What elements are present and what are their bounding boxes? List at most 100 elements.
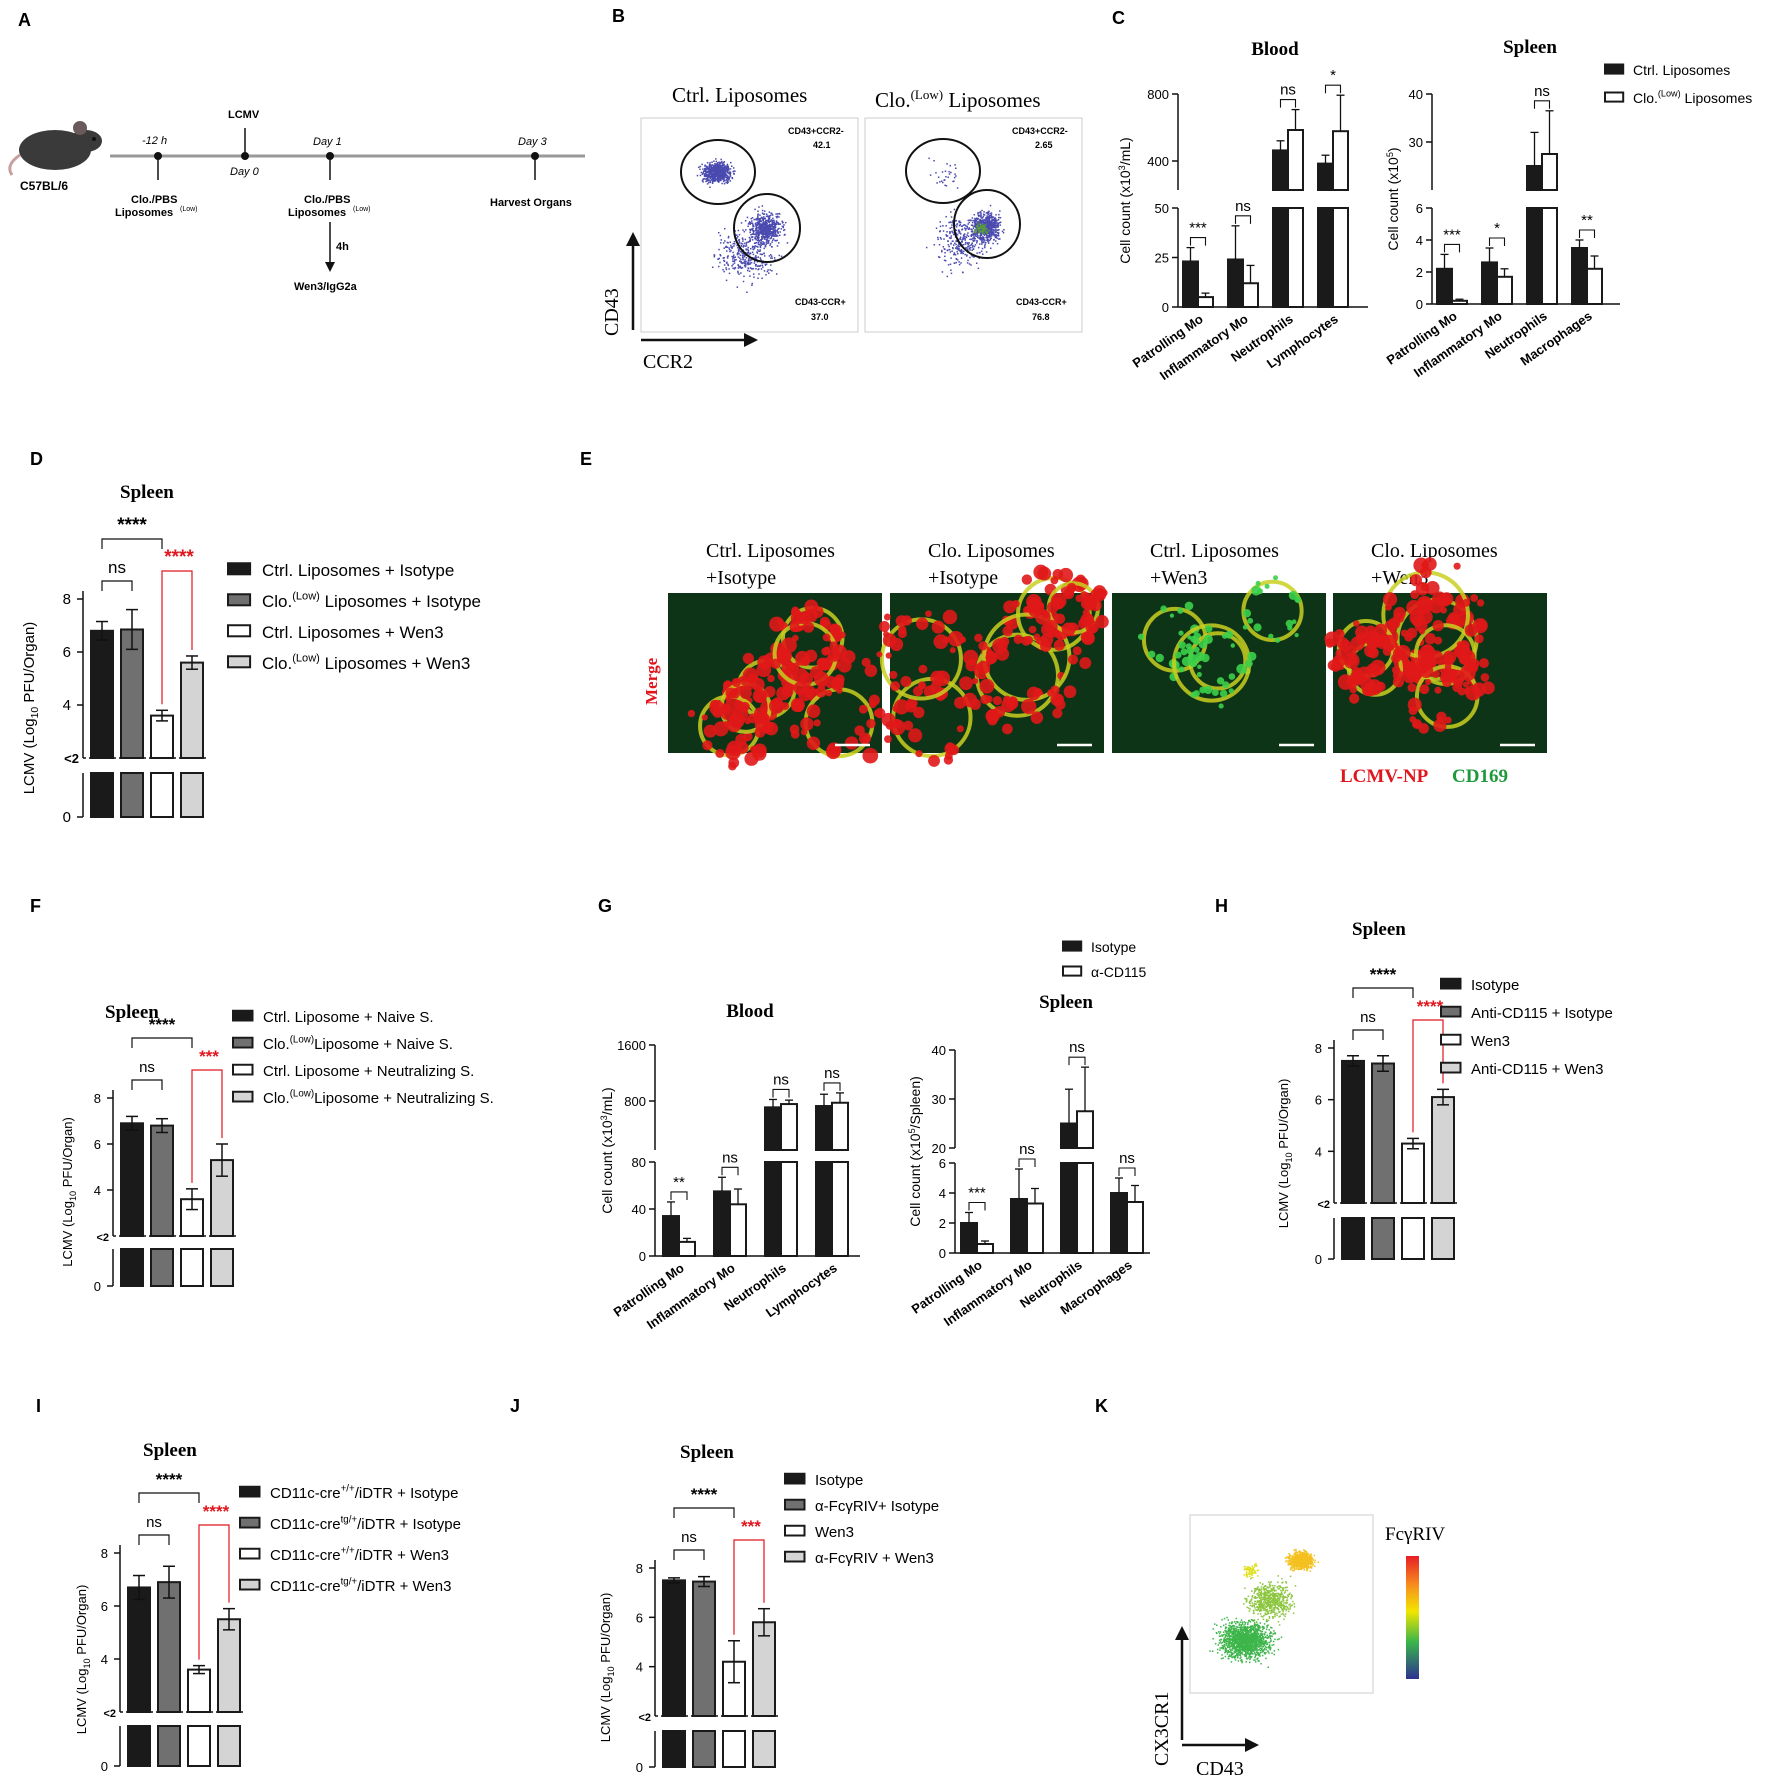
event-dot bbox=[1294, 1563, 1296, 1565]
event-dot bbox=[746, 216, 749, 219]
event-dot bbox=[947, 240, 949, 243]
event-dot bbox=[759, 218, 762, 220]
event-dot bbox=[728, 248, 731, 251]
event-dot bbox=[1307, 1562, 1310, 1565]
event-dot bbox=[949, 232, 951, 235]
bar-lower bbox=[780, 1161, 798, 1257]
event-dot bbox=[1245, 1654, 1248, 1656]
event-dot bbox=[1306, 1556, 1308, 1558]
event-dot bbox=[975, 262, 978, 265]
legend-swatch bbox=[227, 593, 252, 607]
event-dot bbox=[712, 177, 715, 179]
event-dot bbox=[713, 173, 716, 175]
event-dot bbox=[760, 241, 762, 244]
event-dot bbox=[721, 168, 723, 170]
event-dot bbox=[758, 233, 761, 235]
cd169-signal bbox=[1180, 648, 1188, 656]
sig-label: ns bbox=[773, 1071, 789, 1088]
event-dot bbox=[761, 231, 763, 233]
event-dot bbox=[945, 225, 947, 227]
event-dot bbox=[959, 236, 962, 238]
y-tick-label: 4 bbox=[94, 1183, 101, 1198]
event-dot bbox=[958, 245, 960, 248]
event-dot bbox=[978, 215, 980, 217]
cd169-signal bbox=[1201, 653, 1210, 663]
event-dot bbox=[1306, 1554, 1308, 1557]
event-dot bbox=[1303, 1549, 1305, 1551]
event-dot bbox=[940, 180, 943, 182]
sig-label-right: *** bbox=[199, 1047, 219, 1066]
event-dot bbox=[988, 217, 990, 219]
event-dot bbox=[970, 219, 972, 222]
event-dot bbox=[759, 243, 761, 246]
event-dot bbox=[723, 182, 726, 185]
event-dot bbox=[1300, 1562, 1303, 1564]
event-dot bbox=[769, 243, 772, 245]
event-dot bbox=[1241, 1660, 1243, 1663]
lcmv-np-signal bbox=[795, 704, 803, 713]
event-dot bbox=[723, 166, 726, 169]
event-dot bbox=[726, 178, 728, 181]
event-dot bbox=[998, 216, 1000, 219]
event-dot bbox=[1304, 1557, 1306, 1560]
event-dot bbox=[748, 258, 750, 260]
event-dot bbox=[972, 219, 974, 222]
lcmv-np-signal bbox=[1442, 650, 1457, 664]
event-dot bbox=[967, 259, 969, 262]
event-dot bbox=[724, 240, 726, 242]
event-dot bbox=[714, 162, 716, 165]
event-dot bbox=[1289, 1561, 1292, 1564]
event-dot bbox=[760, 226, 762, 229]
event-dot bbox=[760, 239, 762, 241]
y-tick-label: 80 bbox=[632, 1155, 646, 1170]
cd169-signal bbox=[1247, 651, 1257, 661]
event-dot bbox=[975, 220, 978, 222]
event-dot bbox=[995, 236, 998, 238]
event-dot bbox=[1235, 1621, 1238, 1623]
sig-bracket-outer bbox=[131, 1037, 193, 1048]
event-dot bbox=[753, 276, 755, 278]
event-dot bbox=[977, 267, 980, 270]
event-dot bbox=[756, 265, 759, 267]
event-dot bbox=[945, 235, 948, 237]
lcmv-np-signal bbox=[728, 757, 740, 769]
event-dot bbox=[963, 235, 966, 238]
bar-lower bbox=[1060, 1162, 1078, 1254]
event-dot bbox=[966, 255, 968, 257]
lcmv-np-signal bbox=[822, 633, 831, 642]
event-dot bbox=[766, 226, 769, 228]
lcmv-np-signal bbox=[1419, 664, 1434, 679]
event-dot bbox=[762, 232, 764, 235]
event-dot bbox=[723, 260, 726, 263]
event-dot bbox=[988, 210, 990, 213]
event-dot bbox=[1296, 1553, 1298, 1555]
event-dot bbox=[711, 266, 714, 269]
event-dot bbox=[948, 237, 951, 239]
event-dot bbox=[783, 228, 786, 231]
event-dot bbox=[949, 227, 951, 229]
event-dot bbox=[756, 231, 758, 234]
y-tick-label: 20 bbox=[932, 1141, 946, 1156]
cd169-signal bbox=[1228, 688, 1234, 694]
event-dot bbox=[742, 229, 744, 231]
event-dot bbox=[760, 242, 763, 245]
bar bbox=[1526, 165, 1543, 191]
lcmv-np-signal bbox=[1005, 697, 1019, 710]
lcmv-np-signal bbox=[781, 685, 794, 698]
event-dot bbox=[981, 238, 984, 241]
event-dot bbox=[1242, 1623, 1244, 1626]
event-dot bbox=[759, 264, 762, 267]
event-dot bbox=[989, 221, 991, 224]
gate-lt-name: CD43+CCR2- bbox=[788, 126, 844, 136]
event-dot bbox=[987, 222, 990, 224]
event-dot bbox=[712, 166, 714, 169]
event-dot bbox=[945, 185, 948, 187]
event-dot bbox=[1299, 1565, 1302, 1568]
event-dot bbox=[989, 204, 992, 207]
lcmv-np-signal bbox=[1418, 723, 1429, 734]
event-dot bbox=[982, 231, 984, 233]
event-dot bbox=[929, 174, 932, 176]
event-dot bbox=[763, 228, 766, 230]
panel-letter-h: H bbox=[1215, 896, 1228, 916]
